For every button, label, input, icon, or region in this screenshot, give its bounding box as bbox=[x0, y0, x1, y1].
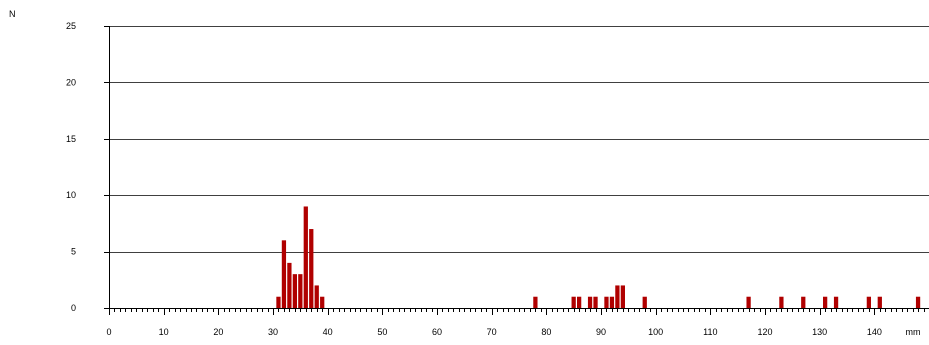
x-tick-label: 130 bbox=[812, 327, 827, 337]
bar bbox=[642, 296, 647, 308]
y-axis-label: N bbox=[9, 9, 16, 19]
bar bbox=[309, 229, 314, 308]
x-tick-label: 100 bbox=[648, 327, 663, 337]
y-axis-ticks: 0 5 10 15 20 25 bbox=[66, 21, 109, 313]
x-tick-label: 110 bbox=[703, 327, 717, 337]
bar bbox=[866, 296, 871, 308]
x-tick-label: 0 bbox=[106, 327, 111, 337]
x-tick-label: 70 bbox=[487, 327, 497, 337]
bar bbox=[746, 296, 751, 308]
y-tick-label: 25 bbox=[66, 21, 76, 31]
bar bbox=[303, 206, 308, 308]
bar bbox=[587, 296, 593, 308]
x-axis-unit-label: mm bbox=[906, 327, 921, 337]
x-axis-ticks: 0 10 20 30 40 50 60 70 80 90 100 110 120 130 140 bbox=[106, 308, 925, 337]
bars bbox=[276, 206, 921, 308]
x-tick-label: 50 bbox=[377, 327, 387, 337]
x-tick-label: 40 bbox=[323, 327, 333, 337]
bar bbox=[620, 285, 625, 308]
x-tick-label: 10 bbox=[159, 327, 169, 337]
y-tick-label: 10 bbox=[66, 190, 76, 200]
bar bbox=[320, 296, 325, 308]
x-tick-label: 120 bbox=[757, 327, 772, 337]
bar bbox=[877, 296, 882, 308]
y-tick-label: 20 bbox=[66, 77, 76, 87]
x-tick-label: 140 bbox=[867, 327, 882, 337]
bar bbox=[823, 296, 828, 308]
x-tick-label: 60 bbox=[432, 327, 442, 337]
x-tick-label: 30 bbox=[268, 327, 278, 337]
bar bbox=[609, 296, 615, 308]
y-tick-label: 0 bbox=[71, 303, 76, 313]
y-tick-label: 5 bbox=[71, 247, 76, 257]
bar bbox=[615, 285, 620, 308]
bar bbox=[281, 240, 287, 308]
bar bbox=[833, 296, 839, 308]
bar bbox=[577, 296, 582, 308]
x-tick-label: 20 bbox=[213, 327, 223, 337]
bar bbox=[915, 296, 921, 308]
x-tick-label: 90 bbox=[596, 327, 606, 337]
bar bbox=[571, 296, 576, 308]
bar bbox=[287, 262, 292, 308]
bar bbox=[292, 274, 297, 308]
x-tick-label: 80 bbox=[541, 327, 551, 337]
bar bbox=[593, 296, 598, 308]
gridlines bbox=[109, 26, 929, 253]
bar bbox=[298, 274, 303, 308]
bar bbox=[276, 296, 281, 308]
bar bbox=[801, 296, 806, 308]
bar bbox=[779, 296, 784, 308]
bar bbox=[604, 296, 609, 308]
y-tick-label: 15 bbox=[66, 134, 76, 144]
axes bbox=[109, 26, 929, 309]
bar bbox=[533, 296, 538, 308]
bar bbox=[314, 285, 319, 308]
